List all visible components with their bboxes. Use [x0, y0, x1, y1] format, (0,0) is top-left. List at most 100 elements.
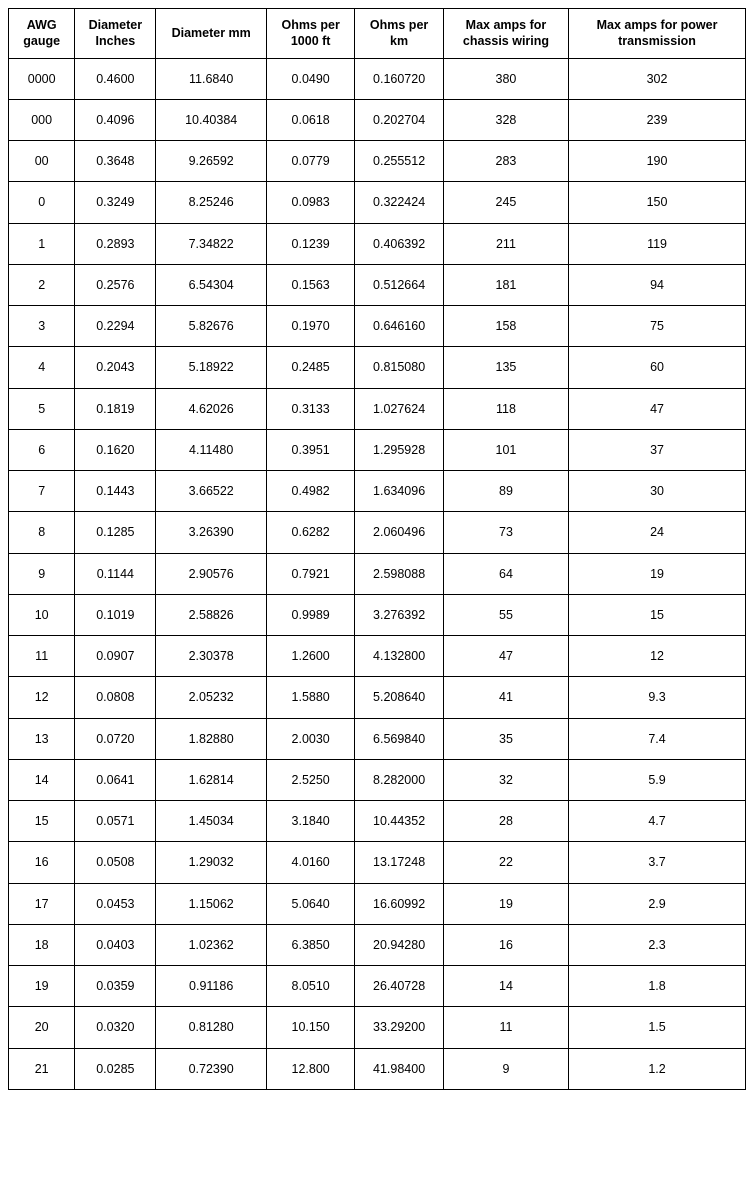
table-cell: 0.0907 [75, 636, 156, 677]
table-cell: 12 [9, 677, 75, 718]
awg-wire-table: AWG gauge Diameter Inches Diameter mm Oh… [8, 8, 746, 1090]
table-cell: 8.282000 [355, 759, 443, 800]
table-row: 60.16204.114800.39511.29592810137 [9, 429, 746, 470]
table-cell: 0.0808 [75, 677, 156, 718]
table-cell: 150 [569, 182, 746, 223]
table-cell: 10.44352 [355, 801, 443, 842]
table-cell: 0.512664 [355, 264, 443, 305]
table-row: 150.05711.450343.184010.44352284.7 [9, 801, 746, 842]
table-cell: 0.3249 [75, 182, 156, 223]
table-row: 160.05081.290324.016013.17248223.7 [9, 842, 746, 883]
table-row: 0000.409610.403840.06180.202704328239 [9, 99, 746, 140]
table-cell: 2.060496 [355, 512, 443, 553]
table-cell: 0.0983 [266, 182, 354, 223]
table-cell: 2.90576 [156, 553, 267, 594]
table-row: 170.04531.150625.064016.60992192.9 [9, 883, 746, 924]
table-cell: 28 [443, 801, 568, 842]
table-cell: 11 [9, 636, 75, 677]
table-cell: 00 [9, 141, 75, 182]
table-cell: 5.208640 [355, 677, 443, 718]
table-cell: 0.1563 [266, 264, 354, 305]
table-cell: 5.9 [569, 759, 746, 800]
table-cell: 7.34822 [156, 223, 267, 264]
table-cell: 26.40728 [355, 966, 443, 1007]
table-cell: 22 [443, 842, 568, 883]
table-cell: 0.1443 [75, 471, 156, 512]
table-cell: 380 [443, 58, 568, 99]
table-cell: 0.1144 [75, 553, 156, 594]
table-cell: 0.1239 [266, 223, 354, 264]
table-cell: 1.5880 [266, 677, 354, 718]
table-cell: 17 [9, 883, 75, 924]
table-row: 40.20435.189220.24850.81508013560 [9, 347, 746, 388]
table-cell: 20 [9, 1007, 75, 1048]
table-cell: 1.027624 [355, 388, 443, 429]
table-cell: 2.30378 [156, 636, 267, 677]
table-cell: 0.3133 [266, 388, 354, 429]
table-cell: 12 [569, 636, 746, 677]
table-cell: 7 [9, 471, 75, 512]
table-cell: 19 [569, 553, 746, 594]
table-cell: 0.9989 [266, 594, 354, 635]
table-cell: 18 [9, 924, 75, 965]
table-cell: 1.15062 [156, 883, 267, 924]
col-header-awg-gauge: AWG gauge [9, 9, 75, 59]
table-cell: 0.0403 [75, 924, 156, 965]
table-cell: 5.0640 [266, 883, 354, 924]
table-row: 10.28937.348220.12390.406392211119 [9, 223, 746, 264]
table-cell: 0.2576 [75, 264, 156, 305]
table-cell: 3.276392 [355, 594, 443, 635]
table-cell: 0.0490 [266, 58, 354, 99]
table-cell: 328 [443, 99, 568, 140]
table-cell: 2.598088 [355, 553, 443, 594]
table-cell: 101 [443, 429, 568, 470]
col-header-ohms-km: Ohms per km [355, 9, 443, 59]
table-cell: 47 [443, 636, 568, 677]
table-cell: 3.26390 [156, 512, 267, 553]
table-cell: 11.6840 [156, 58, 267, 99]
table-cell: 0.1620 [75, 429, 156, 470]
table-cell: 0000 [9, 58, 75, 99]
table-cell: 3 [9, 306, 75, 347]
table-cell: 75 [569, 306, 746, 347]
table-cell: 12.800 [266, 1048, 354, 1089]
table-row: 110.09072.303781.26004.1328004712 [9, 636, 746, 677]
table-row: 70.14433.665220.49821.6340968930 [9, 471, 746, 512]
table-row: 120.08082.052321.58805.208640419.3 [9, 677, 746, 718]
table-row: 80.12853.263900.62822.0604967324 [9, 512, 746, 553]
table-cell: 4 [9, 347, 75, 388]
table-row: 90.11442.905760.79212.5980886419 [9, 553, 746, 594]
table-cell: 8.25246 [156, 182, 267, 223]
table-row: 200.03200.8128010.15033.29200111.5 [9, 1007, 746, 1048]
table-cell: 16 [443, 924, 568, 965]
table-cell: 118 [443, 388, 568, 429]
table-cell: 0.255512 [355, 141, 443, 182]
table-cell: 302 [569, 58, 746, 99]
table-row: 100.10192.588260.99893.2763925515 [9, 594, 746, 635]
table-row: 20.25766.543040.15630.51266418194 [9, 264, 746, 305]
table-row: 000.36489.265920.07790.255512283190 [9, 141, 746, 182]
table-cell: 9.3 [569, 677, 746, 718]
table-row: 50.18194.620260.31331.02762411847 [9, 388, 746, 429]
table-cell: 9 [443, 1048, 568, 1089]
table-cell: 1.45034 [156, 801, 267, 842]
table-cell: 37 [569, 429, 746, 470]
table-cell: 211 [443, 223, 568, 264]
table-cell: 0 [9, 182, 75, 223]
table-cell: 10 [9, 594, 75, 635]
table-cell: 21 [9, 1048, 75, 1089]
table-cell: 16.60992 [355, 883, 443, 924]
table-cell: 0.2485 [266, 347, 354, 388]
table-cell: 0.0359 [75, 966, 156, 1007]
table-cell: 181 [443, 264, 568, 305]
table-cell: 14 [9, 759, 75, 800]
table-cell: 158 [443, 306, 568, 347]
table-cell: 0.0720 [75, 718, 156, 759]
table-cell: 5.18922 [156, 347, 267, 388]
table-cell: 0.4982 [266, 471, 354, 512]
table-cell: 3.1840 [266, 801, 354, 842]
table-cell: 0.0779 [266, 141, 354, 182]
table-cell: 0.7921 [266, 553, 354, 594]
table-cell: 9 [9, 553, 75, 594]
table-cell: 0.646160 [355, 306, 443, 347]
